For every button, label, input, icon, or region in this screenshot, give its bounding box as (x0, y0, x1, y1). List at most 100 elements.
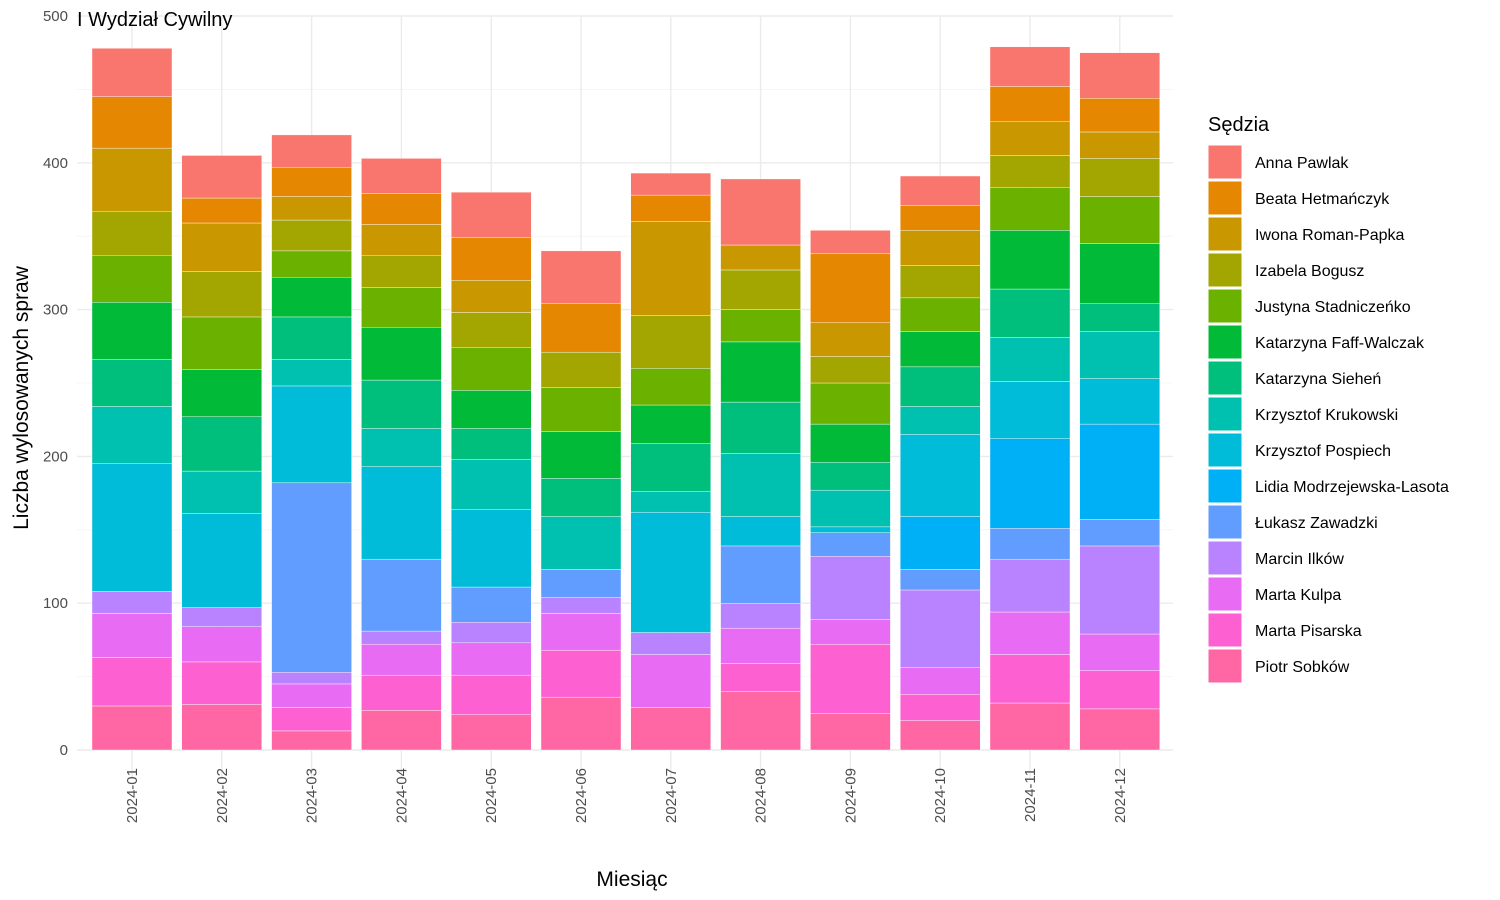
bar-segment (810, 230, 891, 255)
bar-segment (271, 482, 352, 673)
bar-segment (720, 269, 801, 310)
bar-segment (540, 387, 622, 432)
y-tick-label: 500 (43, 8, 68, 25)
bar-segment (91, 657, 173, 707)
bar-segment (989, 86, 1071, 122)
bar-segment (181, 369, 263, 417)
bar-segment (540, 569, 622, 598)
bar-segment (361, 327, 442, 381)
bar-segment (451, 509, 532, 588)
bar-segment (989, 230, 1071, 290)
x-axis-ticks: 2024-01 2024-02 2024-03 2024-04 2024-05 2024-… (124, 768, 1129, 823)
bar-segment (989, 155, 1071, 188)
bar-segment (451, 714, 532, 751)
bar-segment (989, 46, 1071, 87)
x-tick-label: 2024-02 (214, 768, 231, 823)
legend-key (1207, 252, 1243, 288)
legend-key (1207, 360, 1243, 396)
bar-segment (361, 287, 442, 328)
bar-segment (989, 337, 1071, 382)
y-axis-ticks: 0 100 200 300 400 500 (43, 8, 68, 759)
legend: Sędzia Anna Pawlak Beata Hetmańczyk Iwona … (1207, 114, 1449, 684)
bar-segment (810, 462, 891, 491)
legend-title: Sędzia (1208, 114, 1270, 136)
bar-segment (720, 691, 801, 751)
bar-segment (900, 720, 981, 751)
bar-segment (900, 589, 981, 668)
bar-segment (540, 613, 622, 651)
bar-segment (451, 586, 532, 623)
bar-segment (181, 626, 263, 663)
bar-segment (271, 196, 352, 221)
bar-segment (630, 511, 711, 633)
bar-segment (361, 158, 442, 194)
bar-segment (91, 302, 173, 360)
bar-segment (810, 619, 891, 645)
bar-segment (810, 382, 891, 425)
bar-segment (1079, 633, 1161, 671)
bar-segment (720, 309, 801, 343)
bar-segment (540, 649, 622, 698)
bar-segment (181, 271, 263, 318)
bar-segment (810, 253, 891, 324)
bar-segment (630, 632, 711, 655)
bar-segment (451, 642, 532, 676)
bar-segment (271, 250, 352, 278)
legend-key (1207, 468, 1243, 504)
bar-segment (181, 222, 263, 272)
legend-label: Lidia Modrzejewska-Lasota (1255, 479, 1449, 496)
legend-label: Katarzyna Faff-Walczak (1255, 335, 1425, 352)
bar-segment (630, 491, 711, 513)
bar-segment (630, 315, 711, 369)
bar-segment (451, 428, 532, 460)
y-tick-label: 400 (43, 155, 68, 172)
bar-segment (900, 297, 981, 332)
bar-segment (900, 331, 981, 368)
bar-segment (810, 713, 891, 751)
bar-segment (810, 526, 891, 533)
bar-segment (91, 406, 173, 464)
bar-segment (1079, 98, 1161, 133)
legend-key (1207, 540, 1243, 576)
legend-label: Krzysztof Krukowski (1255, 407, 1398, 424)
bar-segment (630, 368, 711, 406)
bar-segment (540, 431, 622, 479)
bar-segment (810, 489, 891, 528)
legend-key (1207, 504, 1243, 540)
legend-label: Marcin Ilków (1255, 551, 1344, 568)
bar-segment (720, 603, 801, 629)
y-tick-label: 200 (43, 448, 68, 465)
legend-label: Krzysztof Pospiech (1255, 443, 1391, 460)
bar-segment (900, 694, 981, 721)
x-tick-label: 2024-11 (1022, 768, 1039, 822)
bar-segment (181, 316, 263, 370)
bar-segment (271, 134, 352, 168)
bar-segment (540, 250, 622, 304)
bar-segment (451, 390, 532, 429)
bar-segment (810, 322, 891, 357)
bar-segment (271, 316, 352, 360)
bar-segment (900, 265, 981, 299)
bar-segment (989, 654, 1071, 704)
bar-segment (361, 558, 442, 632)
bar-segment (900, 230, 981, 266)
bar-segment (181, 607, 263, 627)
bar-segment (989, 187, 1071, 231)
bar-segment (361, 630, 442, 645)
bar-segment (451, 312, 532, 348)
bar-segment (540, 303, 622, 353)
bar-segment (1079, 196, 1161, 244)
bar-segment (361, 644, 442, 676)
legend-label: Izabela Bogusz (1255, 263, 1364, 280)
bar-segment (361, 428, 442, 467)
bar-segment (91, 591, 173, 614)
bar-segment (181, 197, 263, 224)
bar-segment (451, 347, 532, 391)
x-tick-label: 2024-05 (483, 768, 500, 823)
bar-segment (91, 147, 173, 212)
x-tick-label: 2024-03 (304, 768, 321, 823)
bar-segment (181, 155, 263, 199)
bar-segment (540, 516, 622, 570)
bar-segment (271, 671, 352, 685)
